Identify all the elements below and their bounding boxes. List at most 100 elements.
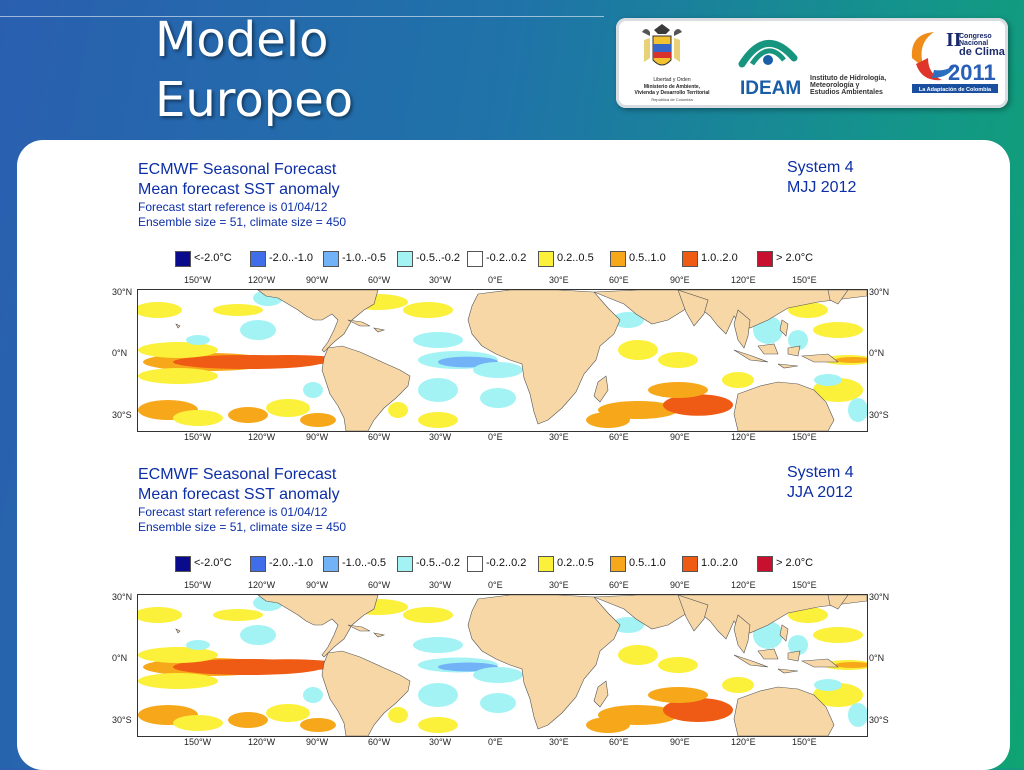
legend-label: 0.2..0.5 <box>557 557 594 569</box>
legend-swatch <box>323 251 339 267</box>
warm-anomaly <box>138 342 218 358</box>
warm-anomaly <box>173 410 223 426</box>
legend-swatch <box>682 556 698 572</box>
longitude-label: 120°W <box>248 737 276 747</box>
longitude-label: 150°W <box>184 432 212 442</box>
legend-swatch <box>538 556 554 572</box>
ministry-line4: República de Colombia <box>651 97 693 102</box>
latitude-label: 0°N <box>869 653 885 663</box>
period-label: MJJ 2012 <box>787 179 857 196</box>
warm-anomaly <box>266 704 310 722</box>
warm-anomaly <box>722 372 754 388</box>
warm-anomaly <box>658 657 698 673</box>
forecast-header: ECMWF Seasonal Forecast Mean forecast SST… <box>138 160 346 230</box>
warm-anomaly <box>173 715 223 731</box>
longitude-label: 60°E <box>609 737 629 747</box>
warm-anomaly <box>138 673 218 689</box>
warm-anomaly <box>388 402 408 418</box>
longitude-label: 30°W <box>429 275 452 285</box>
warm-anomaly <box>403 302 453 318</box>
longitude-label: 60°W <box>368 580 391 590</box>
sst-map-canvas <box>138 595 867 736</box>
longitude-label: 120°E <box>731 275 756 285</box>
warm-anomaly <box>228 407 268 423</box>
longitude-label: 120°W <box>248 580 276 590</box>
longitude-label: 150°E <box>792 580 817 590</box>
cold-anomaly <box>303 687 323 703</box>
longitude-label: 90°E <box>670 737 690 747</box>
legend-label: 0.5..1.0 <box>629 252 666 264</box>
congress-line1: Congreso <box>959 33 992 40</box>
cold-anomaly <box>186 335 210 345</box>
warm-anomaly <box>418 412 458 428</box>
sst-anomaly-map <box>137 289 868 432</box>
legend-swatch <box>757 251 773 267</box>
warm-anomaly <box>266 399 310 417</box>
legend-label: <-2.0°C <box>194 252 232 264</box>
longitude-label: 30°W <box>429 737 452 747</box>
legend-label: -0.5..-0.2 <box>416 252 461 264</box>
longitude-label: 30°E <box>549 275 569 285</box>
legend-swatch <box>397 556 413 572</box>
forecast-title: ECMWF Seasonal Forecast <box>138 161 337 178</box>
longitude-label: 150°W <box>184 580 212 590</box>
slide-title-line2: Europeo <box>155 72 354 128</box>
warm-anomaly <box>138 607 182 623</box>
congress-tagline: La Adaptación de Colombia <box>919 87 992 93</box>
ministry-line3: Vivienda y Desarrollo Territorial <box>634 90 710 96</box>
cold-anomaly <box>814 679 842 691</box>
legend-swatch <box>175 556 191 572</box>
warm-anomaly <box>813 627 863 643</box>
warm-anomaly <box>403 607 453 623</box>
longitude-label: 90°E <box>670 580 690 590</box>
sst-map-canvas <box>138 290 867 431</box>
warm-anomaly <box>213 609 263 621</box>
forecast-ensemble: Ensemble size = 51, climate size = 450 <box>138 215 347 229</box>
latitude-label: 30°S <box>112 410 132 420</box>
longitude-label: 120°E <box>731 432 756 442</box>
forecast-ensemble: Ensemble size = 51, climate size = 450 <box>138 520 347 534</box>
longitude-label: 30°E <box>549 432 569 442</box>
latitude-label: 30°S <box>869 410 889 420</box>
longitude-label: 120°W <box>248 432 276 442</box>
slide-title: Modelo Europeo <box>155 10 353 130</box>
longitude-label: 150°E <box>792 737 817 747</box>
logo-banner-graphics: Libertad y Orden Ministerio de Ambiente,… <box>634 24 1006 102</box>
warm-anomaly <box>138 647 218 663</box>
legend-label: 0.2..0.5 <box>557 252 594 264</box>
legend-swatch <box>610 556 626 572</box>
forecast-title: ECMWF Seasonal Forecast <box>138 466 337 483</box>
warm-anomaly <box>586 412 630 428</box>
warm-anomaly <box>835 357 867 363</box>
ministry-line1: Libertad y Orden <box>653 77 690 83</box>
latitude-label: 0°N <box>869 348 885 358</box>
warm-anomaly <box>138 302 182 318</box>
forecast-block-jja: ECMWF Seasonal Forecast Mean forecast SST… <box>0 455 1024 755</box>
warm-anomaly <box>648 382 708 398</box>
forecast-system: System 4 MJJ 2012 <box>787 158 856 198</box>
forecast-reference: Forecast start reference is 01/04/12 <box>138 200 328 214</box>
legend-label: -0.2..0.2 <box>486 557 527 569</box>
longitude-label: 0°E <box>488 737 503 747</box>
longitude-label: 30°W <box>429 432 452 442</box>
warm-anomaly <box>663 698 733 722</box>
color-legend: <-2.0°C -2.0..-1.0 -1.0..-0.5 -0.5..-0.2 -0.… <box>175 554 835 574</box>
warm-anomaly <box>835 662 867 668</box>
legend-label: > 2.0°C <box>776 557 814 569</box>
latitude-label: 30°N <box>112 287 133 297</box>
longitude-label: 30°E <box>549 580 569 590</box>
longitude-label: 90°W <box>306 275 329 285</box>
longitude-label: 60°E <box>609 432 629 442</box>
longitude-label: 150°E <box>792 275 817 285</box>
latitude-label: 0°N <box>112 348 128 358</box>
ideam-line3: Estudios Ambientales <box>810 89 883 96</box>
longitude-label: 120°E <box>731 580 756 590</box>
legend-label: > 2.0°C <box>776 252 814 264</box>
cold-anomaly <box>848 398 867 422</box>
longitude-label: 90°W <box>306 737 329 747</box>
forecast-reference: Forecast start reference is 01/04/12 <box>138 505 328 519</box>
warm-anomaly <box>233 659 343 671</box>
forecast-subtitle: Mean forecast SST anomaly <box>138 486 340 503</box>
warm-anomaly <box>213 304 263 316</box>
forecast-header: ECMWF Seasonal Forecast Mean forecast SST… <box>138 465 346 535</box>
